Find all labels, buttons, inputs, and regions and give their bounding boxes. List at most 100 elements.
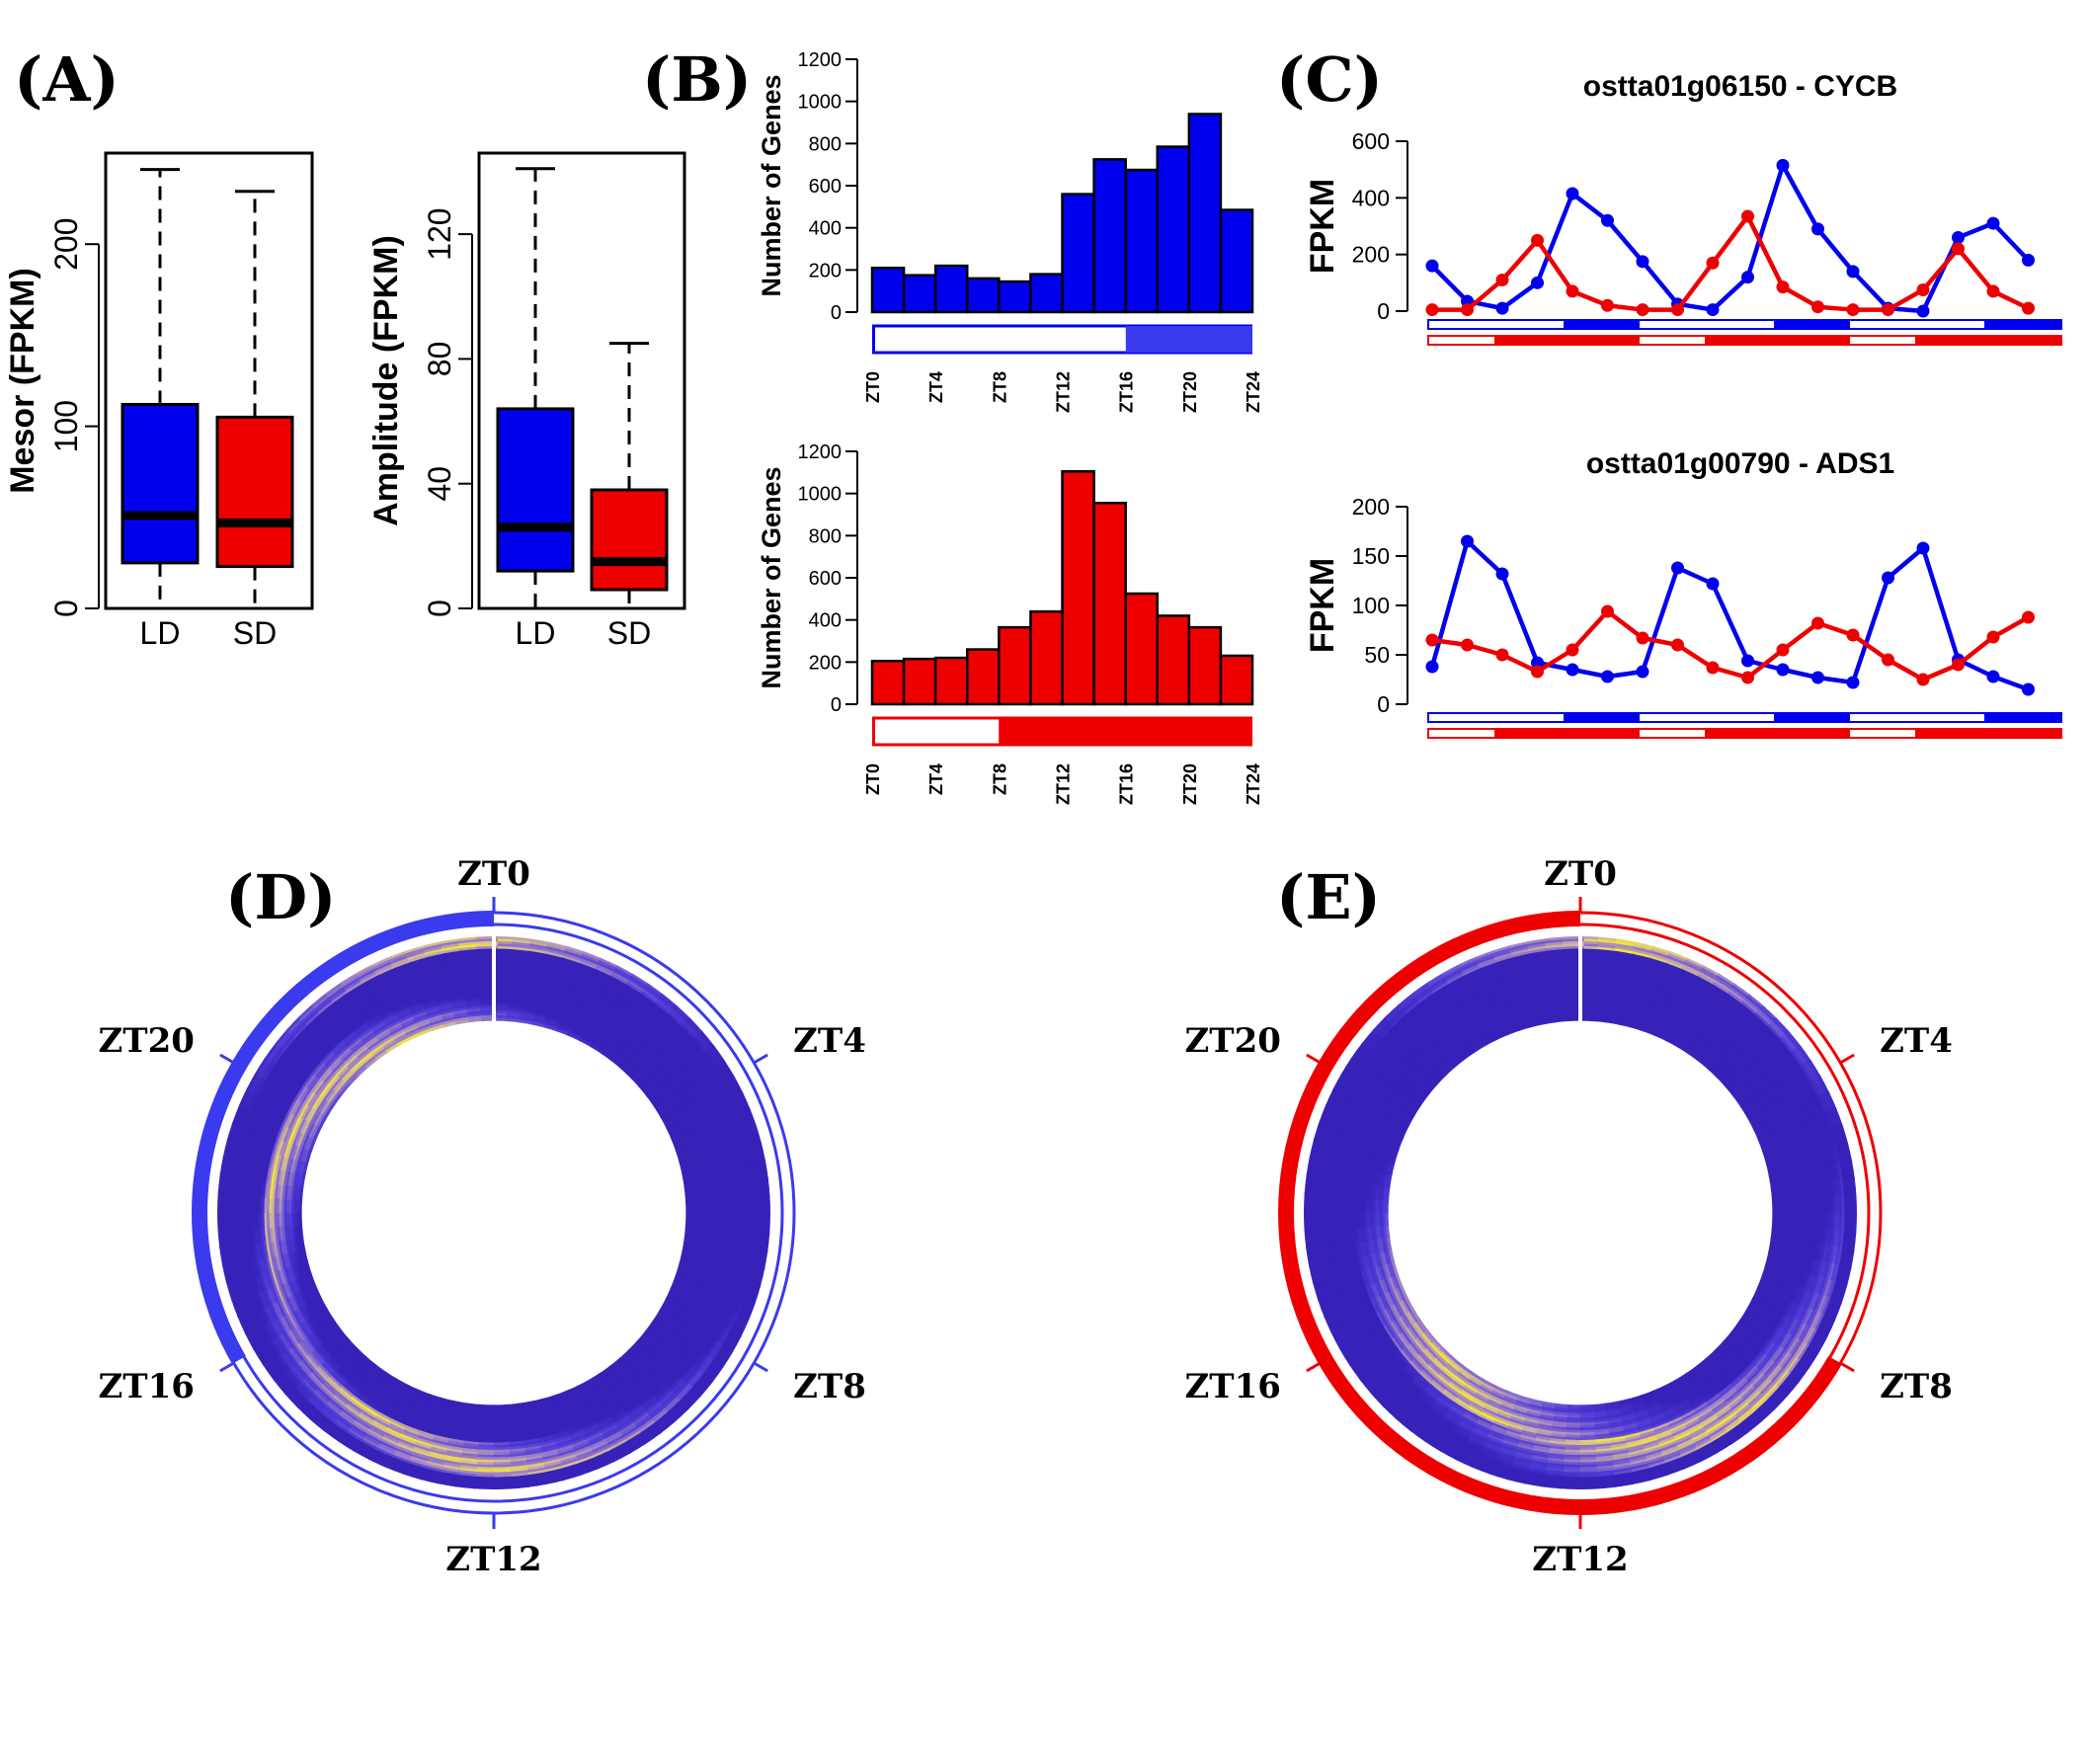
heatmap-cell: [522, 1452, 542, 1459]
heatmap-cell: [682, 1367, 698, 1385]
data-point: [1882, 303, 1894, 317]
heatmap-cell: [1823, 1279, 1833, 1301]
heatmap-cell: [560, 960, 582, 970]
heatmap-cell: [349, 1351, 362, 1366]
heatmap-cell: [687, 1251, 695, 1269]
heatmap-cell: [1752, 1013, 1770, 1031]
heatmap-cell: [421, 993, 440, 1002]
heatmap-cell: [1825, 1245, 1833, 1266]
heatmap-cell: [1356, 1102, 1368, 1122]
heatmap-cell: [712, 1103, 724, 1123]
y-axis-title: Mesor (FPKM): [4, 268, 41, 494]
y-tick-label: 200: [48, 218, 84, 271]
heatmap-cell: [752, 1246, 759, 1269]
heatmap-cell: [1451, 1426, 1471, 1439]
heatmap-cell: [678, 1324, 691, 1342]
heatmap-cell: [244, 1275, 254, 1296]
heatmap-cell: [1709, 1431, 1729, 1446]
heatmap-cell: [306, 1301, 317, 1317]
dark-period-strip: [1427, 728, 2062, 739]
heatmap-cell: [570, 1025, 587, 1036]
heatmap-cell: [1374, 1016, 1392, 1035]
heatmap-cell: [371, 992, 390, 1004]
y-tick-label: 0: [831, 694, 842, 716]
heatmap-cell: [1795, 1364, 1810, 1385]
heatmap-cell: [708, 1169, 715, 1187]
heatmap-cell: [271, 1151, 279, 1169]
heatmap-cell: [688, 1313, 700, 1330]
heatmap-cell: [392, 1380, 408, 1391]
heatmap-cell: [1690, 1434, 1711, 1447]
heatmap-cell: [580, 955, 602, 967]
heatmap-cell: [303, 1087, 316, 1105]
heatmap-cell: [241, 1125, 251, 1147]
heatmap-cell: [414, 1435, 434, 1445]
heatmap-cell: [454, 1011, 471, 1017]
heatmap-cell: [338, 1436, 359, 1451]
heatmap-cell: [1798, 1324, 1811, 1344]
heatmap-cell: [507, 1007, 523, 1013]
heatmap-cell: [1764, 1025, 1782, 1044]
heatmap-cell: [248, 1328, 262, 1349]
heatmap-cell: [666, 1013, 683, 1031]
heatmap-cell: [432, 1428, 450, 1436]
heatmap-cell: [307, 1090, 320, 1107]
heatmap-cell: [324, 1425, 344, 1441]
heatmap-cell: [1656, 984, 1676, 994]
heatmap-cell: [325, 1071, 339, 1086]
heatmap-cell: [1407, 1403, 1425, 1419]
heatmap-cell: [276, 1238, 281, 1256]
heatmap-cell: [252, 1346, 267, 1367]
data-point: [1425, 303, 1439, 317]
heatmap-cell: [1319, 1174, 1325, 1196]
heatmap-cell: [314, 995, 334, 1011]
heatmap-cell: [1445, 970, 1467, 983]
heatmap-cell: [585, 1396, 602, 1407]
heatmap-cell: [1364, 1331, 1378, 1350]
heatmap-cell: [290, 1061, 305, 1080]
heatmap-cell: [1753, 1012, 1772, 1029]
heatmap-cell: [358, 1383, 374, 1397]
heatmap-cell: [693, 1267, 702, 1285]
heatmap-cell: [707, 1105, 719, 1125]
data-point: [1531, 233, 1544, 247]
heatmap-cell: [354, 993, 372, 1006]
heatmap-cell: [291, 1019, 309, 1038]
heatmap-cell: [593, 971, 613, 983]
heatmap-cell: [707, 1123, 717, 1142]
heatmap-cell: [726, 1332, 740, 1353]
heatmap-cell: [621, 1064, 636, 1078]
heatmap-cell: [625, 982, 645, 997]
heatmap-cell: [278, 1297, 289, 1316]
heatmap-cell: [557, 1403, 575, 1413]
data-point: [1916, 283, 1930, 296]
heatmap-cell: [259, 1342, 274, 1363]
heatmap-cell: [1523, 1478, 1546, 1485]
heatmap-cell: [507, 1010, 523, 1016]
heatmap-cell: [683, 1083, 697, 1101]
heatmap-cell: [1815, 1295, 1826, 1316]
heatmap-cell: [606, 1404, 624, 1418]
histogram-bar: [933, 656, 969, 706]
heatmap-cell: [1674, 982, 1694, 994]
heatmap-cell: [286, 1279, 296, 1297]
heatmap-cell: [595, 1458, 616, 1471]
heatmap-cell: [1430, 1427, 1450, 1442]
y-tick-label: 0: [1377, 298, 1390, 324]
heatmap-cell: [560, 1469, 583, 1479]
heatmap-cell: [1311, 1138, 1320, 1161]
heatmap-cell: [219, 1155, 227, 1177]
heatmap-cell: [575, 969, 596, 980]
heatmap-cell: [1678, 973, 1699, 985]
data-point: [1986, 670, 2000, 683]
heatmap-cell: [233, 1296, 244, 1319]
heatmap-cell: [299, 1355, 315, 1373]
heatmap-cell: [682, 1310, 693, 1327]
heatmap-cell: [388, 1386, 405, 1398]
heatmap-cell: [1465, 972, 1486, 984]
heatmap-cell: [1513, 960, 1535, 968]
heatmap-cell: [715, 1082, 728, 1103]
heatmap-cell: [1345, 1097, 1357, 1117]
heatmap-cell: [1496, 961, 1518, 971]
heatmap-cell: [1703, 997, 1723, 1010]
